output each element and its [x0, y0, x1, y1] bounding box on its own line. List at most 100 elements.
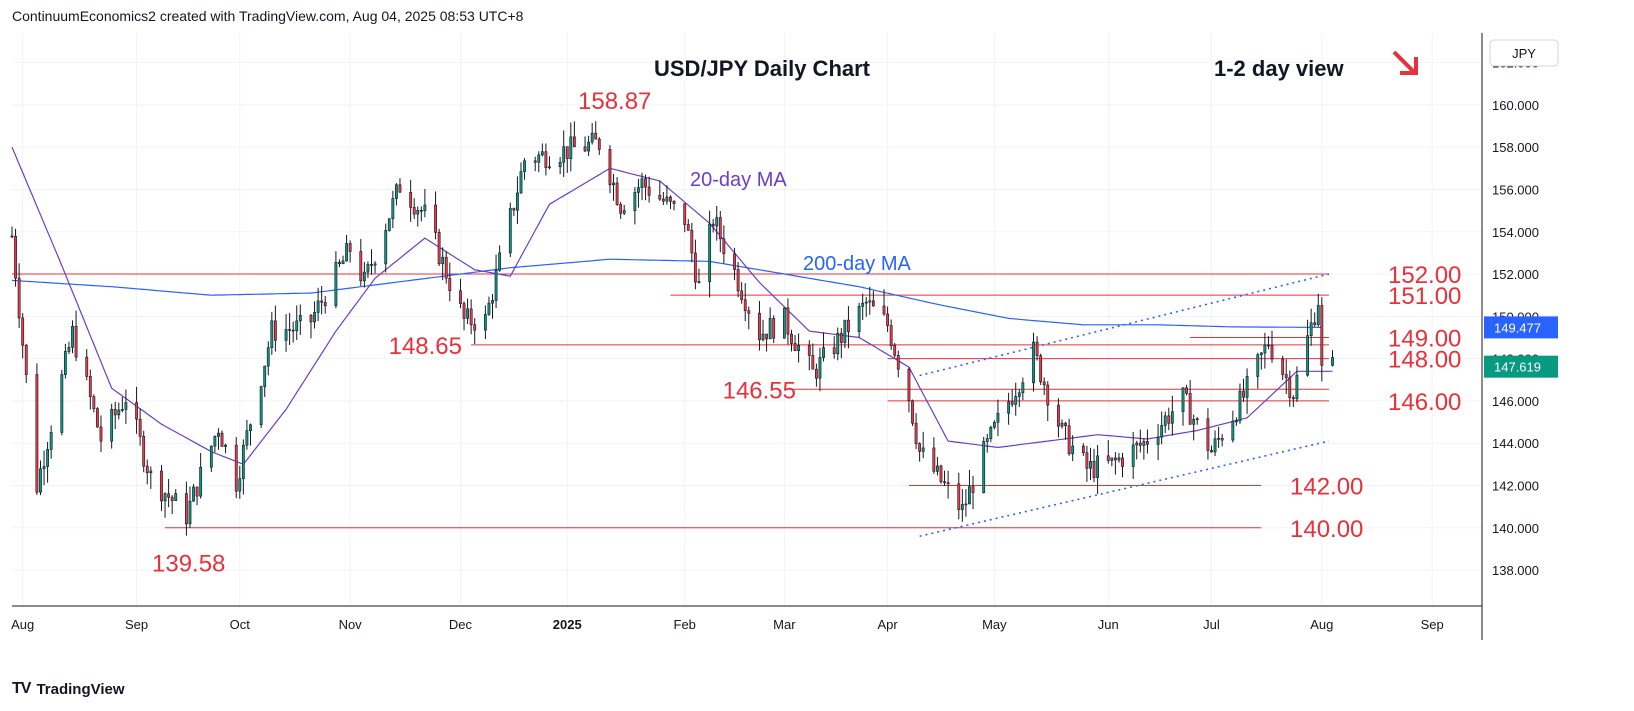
time-tick-label: Apr	[877, 617, 898, 632]
candle-body	[1096, 455, 1099, 478]
candle-body	[516, 192, 519, 211]
candle-body	[1121, 457, 1124, 467]
candle-body	[259, 386, 263, 426]
candle-body	[619, 204, 623, 214]
candle-body	[622, 210, 626, 214]
candle-body	[943, 481, 946, 484]
level-label: 146.55	[723, 377, 796, 404]
time-tick-label: Sep	[1421, 617, 1444, 632]
candle-body	[448, 277, 452, 292]
ma200-line	[11, 258, 1322, 328]
candle-body	[782, 307, 786, 339]
candle-body	[444, 256, 448, 279]
candle-body	[384, 230, 388, 265]
candle-body	[291, 329, 295, 332]
candle-body	[1259, 352, 1263, 356]
candle-body	[1291, 397, 1295, 400]
tradingview-footer: TV TradingView	[12, 680, 125, 698]
candle-body	[1316, 305, 1320, 325]
view-label: 1-2 day view	[1214, 56, 1345, 81]
candle-body	[163, 493, 167, 502]
candle-body	[185, 493, 188, 525]
chart-title: USD/JPY Daily Chart	[654, 56, 871, 81]
candle-body	[412, 207, 416, 215]
candle-body	[142, 436, 146, 467]
candle-body	[1160, 425, 1164, 438]
chart-axes[interactable]: 138.000 140.000 142.000 144.000 146.000 148.0…	[11, 33, 1559, 640]
candle-body	[359, 251, 363, 282]
candle-body	[832, 347, 836, 355]
currency-label: JPY	[1512, 46, 1536, 61]
candle-body	[35, 374, 39, 493]
ma20-line	[11, 146, 1333, 466]
candle-body	[644, 178, 647, 188]
candle-body	[640, 178, 644, 188]
candle-body	[1007, 401, 1011, 414]
candle-body	[1309, 322, 1313, 336]
time-tick-label: Jun	[1098, 617, 1119, 632]
candle-body	[512, 208, 516, 211]
candle-body	[1057, 404, 1060, 427]
candle-body	[409, 191, 413, 208]
time-tick-label: Dec	[449, 617, 473, 632]
candle-body	[857, 306, 861, 332]
candle-body	[612, 182, 615, 186]
candle-body	[889, 325, 893, 346]
candle-body	[686, 224, 690, 231]
horizontal-levels	[12, 273, 1329, 529]
candle-body	[334, 262, 338, 306]
price-tick-label: 146.000	[1492, 394, 1539, 409]
candle-body	[918, 443, 922, 452]
candle-body	[174, 493, 178, 501]
candle-body	[572, 136, 576, 148]
candle-body	[373, 263, 377, 266]
candle-body	[982, 441, 986, 493]
candle-body	[669, 196, 672, 202]
ma200-path	[11, 258, 1322, 328]
candle-body	[1085, 452, 1089, 469]
tradingview-logo-icon: TV	[12, 680, 31, 697]
candle-body	[921, 447, 925, 452]
candle-body	[672, 200, 676, 204]
level-label: 146.00	[1388, 389, 1461, 416]
candle-body	[149, 470, 153, 474]
candle-body	[63, 351, 67, 375]
candle-body	[533, 160, 537, 163]
time-tick-label: Feb	[674, 617, 696, 632]
ma20-label: 20-day MA	[690, 169, 787, 191]
candle-body	[437, 232, 441, 265]
candle-body	[597, 138, 601, 150]
candle-body	[793, 343, 797, 352]
candle-body	[434, 204, 437, 233]
candle-body	[273, 320, 277, 341]
candle-body	[487, 302, 491, 315]
candle-body	[1067, 425, 1071, 455]
arrow-shaft	[1392, 50, 1416, 74]
time-tick-label: Oct	[230, 617, 251, 632]
candle-body	[270, 320, 274, 348]
candle-body	[736, 269, 740, 292]
arrow-head	[1400, 57, 1418, 75]
time-tick-label: Jul	[1203, 617, 1220, 632]
candle-body	[1185, 387, 1188, 394]
candle-body	[1081, 445, 1085, 454]
candle-body	[1071, 445, 1075, 455]
candle-body	[1181, 387, 1185, 412]
candle-body	[1206, 418, 1210, 451]
candle-body	[761, 333, 765, 341]
candle-body	[71, 326, 74, 348]
candle-body	[1256, 354, 1260, 377]
candle-body	[241, 444, 245, 480]
candle-body	[1270, 345, 1274, 360]
level-label: 148.65	[389, 333, 462, 360]
candle-body	[911, 400, 914, 424]
candle-body	[74, 326, 78, 358]
candle-body	[1220, 438, 1224, 441]
candle-body	[1060, 422, 1064, 427]
candle-body	[1195, 418, 1199, 421]
candle-body	[1281, 358, 1285, 375]
candle-body	[861, 302, 865, 307]
candle-body	[366, 264, 370, 273]
candle-body	[1235, 420, 1238, 423]
